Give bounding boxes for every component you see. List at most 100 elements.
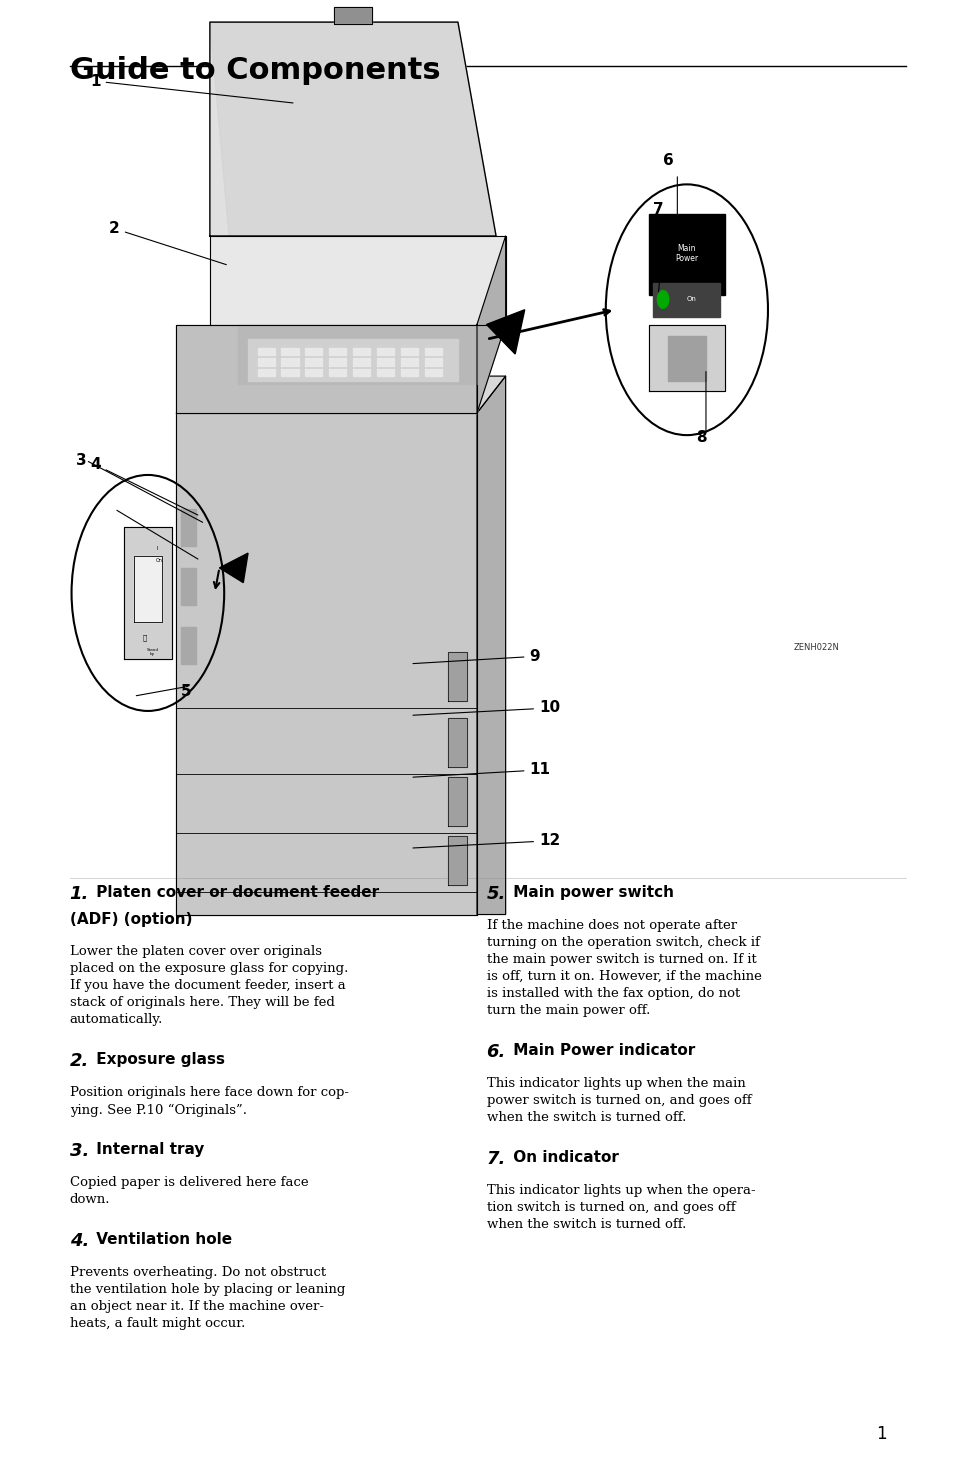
Polygon shape bbox=[400, 348, 417, 355]
Polygon shape bbox=[667, 336, 705, 381]
Text: I: I bbox=[156, 546, 158, 552]
Text: Ventilation hole: Ventilation hole bbox=[91, 1233, 232, 1248]
Polygon shape bbox=[305, 348, 322, 355]
Text: an object near it. If the machine over-: an object near it. If the machine over- bbox=[70, 1301, 323, 1313]
Text: 5.: 5. bbox=[486, 885, 505, 903]
Text: ⏻: ⏻ bbox=[143, 634, 147, 640]
Text: Internal tray: Internal tray bbox=[91, 1143, 204, 1158]
Text: 11: 11 bbox=[413, 763, 550, 777]
Text: 12: 12 bbox=[413, 833, 559, 848]
Polygon shape bbox=[305, 369, 322, 376]
Polygon shape bbox=[424, 358, 441, 366]
Text: 7.: 7. bbox=[486, 1150, 505, 1168]
Polygon shape bbox=[329, 369, 346, 376]
Polygon shape bbox=[329, 358, 346, 366]
Polygon shape bbox=[334, 7, 372, 24]
Text: 6: 6 bbox=[662, 153, 673, 168]
Polygon shape bbox=[181, 627, 195, 664]
Text: 5: 5 bbox=[181, 684, 192, 699]
Text: 3: 3 bbox=[76, 453, 87, 468]
Text: Main power switch: Main power switch bbox=[507, 885, 673, 900]
Polygon shape bbox=[329, 348, 346, 355]
Polygon shape bbox=[133, 556, 162, 622]
Text: 1.: 1. bbox=[70, 885, 89, 903]
Text: down.: down. bbox=[70, 1193, 110, 1207]
Text: Prevents overheating. Do not obstruct: Prevents overheating. Do not obstruct bbox=[70, 1266, 325, 1279]
Polygon shape bbox=[257, 358, 274, 366]
Text: heats, a fault might occur.: heats, a fault might occur. bbox=[70, 1317, 245, 1330]
Text: This indicator lights up when the opera-: This indicator lights up when the opera- bbox=[486, 1184, 755, 1196]
Polygon shape bbox=[424, 348, 441, 355]
Polygon shape bbox=[376, 358, 394, 366]
Text: 1: 1 bbox=[876, 1425, 886, 1443]
Text: when the switch is turned off.: when the switch is turned off. bbox=[486, 1218, 685, 1230]
Polygon shape bbox=[181, 568, 195, 605]
Text: 6.: 6. bbox=[486, 1043, 505, 1061]
Text: automatically.: automatically. bbox=[70, 1013, 163, 1027]
Polygon shape bbox=[305, 358, 322, 366]
Text: Exposure glass: Exposure glass bbox=[91, 1053, 224, 1068]
Polygon shape bbox=[353, 358, 370, 366]
Polygon shape bbox=[376, 348, 394, 355]
Polygon shape bbox=[486, 310, 524, 354]
Text: Stand
by: Stand by bbox=[147, 648, 158, 656]
Polygon shape bbox=[181, 509, 195, 546]
Text: 10: 10 bbox=[413, 701, 559, 715]
Polygon shape bbox=[400, 358, 417, 366]
Text: Platen cover or document feeder: Platen cover or document feeder bbox=[91, 885, 378, 900]
Polygon shape bbox=[353, 348, 370, 355]
Text: On: On bbox=[686, 296, 696, 302]
Polygon shape bbox=[176, 413, 476, 914]
Text: 1: 1 bbox=[90, 74, 293, 103]
Polygon shape bbox=[448, 652, 467, 701]
Polygon shape bbox=[400, 369, 417, 376]
Text: On indicator: On indicator bbox=[507, 1150, 618, 1165]
Text: On: On bbox=[155, 558, 163, 563]
Text: tion switch is turned on, and goes off: tion switch is turned on, and goes off bbox=[486, 1201, 735, 1214]
Text: the main power switch is turned on. If it: the main power switch is turned on. If i… bbox=[486, 953, 756, 966]
Text: ZENH022N: ZENH022N bbox=[793, 643, 839, 652]
Polygon shape bbox=[257, 369, 274, 376]
Text: Copied paper is delivered here face: Copied paper is delivered here face bbox=[70, 1177, 308, 1189]
Text: If the machine does not operate after: If the machine does not operate after bbox=[486, 919, 736, 932]
Text: This indicator lights up when the main: This indicator lights up when the main bbox=[486, 1077, 744, 1090]
Text: power switch is turned on, and goes off: power switch is turned on, and goes off bbox=[486, 1094, 750, 1106]
Polygon shape bbox=[476, 236, 505, 413]
Text: is off, turn it on. However, if the machine: is off, turn it on. However, if the mach… bbox=[486, 971, 760, 982]
Polygon shape bbox=[124, 527, 172, 659]
Polygon shape bbox=[257, 348, 274, 355]
Text: ying. See P.10 “Originals”.: ying. See P.10 “Originals”. bbox=[70, 1103, 247, 1117]
Text: when the switch is turned off.: when the switch is turned off. bbox=[486, 1111, 685, 1124]
Polygon shape bbox=[476, 376, 505, 914]
Polygon shape bbox=[281, 348, 298, 355]
Text: placed on the exposure glass for copying.: placed on the exposure glass for copying… bbox=[70, 962, 348, 975]
Text: 7: 7 bbox=[653, 202, 663, 217]
Text: 2.: 2. bbox=[70, 1053, 89, 1071]
Polygon shape bbox=[281, 358, 298, 366]
Text: 4: 4 bbox=[90, 457, 197, 515]
Polygon shape bbox=[448, 836, 467, 885]
Text: turning on the operation switch, check if: turning on the operation switch, check i… bbox=[486, 937, 759, 948]
Text: stack of originals here. They will be fed: stack of originals here. They will be fe… bbox=[70, 997, 335, 1009]
Polygon shape bbox=[648, 324, 724, 391]
Text: Position originals here face down for cop-: Position originals here face down for co… bbox=[70, 1086, 348, 1099]
Text: (ADF) (option): (ADF) (option) bbox=[70, 912, 192, 926]
Polygon shape bbox=[448, 777, 467, 826]
Circle shape bbox=[657, 291, 668, 308]
Polygon shape bbox=[424, 369, 441, 376]
Text: 9: 9 bbox=[413, 649, 539, 664]
Polygon shape bbox=[210, 22, 496, 236]
Text: If you have the document feeder, insert a: If you have the document feeder, insert … bbox=[70, 979, 345, 993]
Polygon shape bbox=[653, 283, 720, 317]
Text: turn the main power off.: turn the main power off. bbox=[486, 1004, 649, 1016]
Polygon shape bbox=[248, 339, 457, 381]
Text: 2: 2 bbox=[109, 221, 226, 264]
Polygon shape bbox=[648, 214, 724, 295]
Text: the ventilation hole by placing or leaning: the ventilation hole by placing or leani… bbox=[70, 1283, 345, 1297]
Polygon shape bbox=[219, 553, 248, 583]
Polygon shape bbox=[376, 369, 394, 376]
Text: Guide to Components: Guide to Components bbox=[70, 56, 439, 86]
Polygon shape bbox=[210, 236, 505, 324]
Text: Main Power indicator: Main Power indicator bbox=[507, 1043, 694, 1058]
Text: is installed with the fax option, do not: is installed with the fax option, do not bbox=[486, 987, 739, 1000]
